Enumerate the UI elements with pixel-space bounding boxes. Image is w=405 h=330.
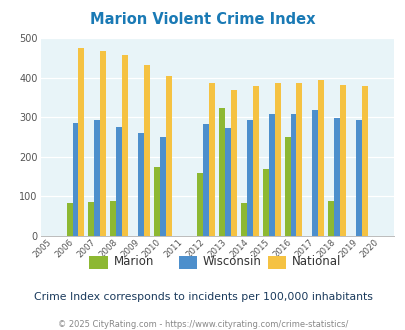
Bar (159, 137, 165, 236)
Bar (72, 123, 78, 236)
Text: National: National (292, 254, 341, 268)
Text: Marion: Marion (113, 254, 153, 268)
Bar (100, 50, 106, 236)
Bar (241, 204, 246, 236)
Bar (203, 124, 209, 236)
Bar (318, 80, 323, 236)
Text: Crime Index corresponds to incidents per 100,000 inhabitants: Crime Index corresponds to incidents per… (34, 292, 371, 302)
Bar (361, 86, 367, 236)
Text: Marion Violent Crime Index: Marion Violent Crime Index (90, 12, 315, 26)
Bar (219, 109, 225, 236)
Bar (209, 83, 215, 236)
Bar (252, 86, 258, 236)
Bar (197, 173, 203, 236)
Bar (153, 167, 159, 236)
Bar (116, 127, 122, 236)
Bar (246, 120, 252, 236)
Bar (230, 90, 237, 236)
Bar (110, 201, 116, 236)
Bar (66, 203, 72, 236)
Bar (88, 202, 94, 236)
Bar (333, 117, 339, 236)
Text: Wisconsin: Wisconsin (202, 254, 261, 268)
Bar (290, 115, 296, 236)
Bar (311, 110, 318, 236)
Text: © 2025 CityRating.com - https://www.cityrating.com/crime-statistics/: © 2025 CityRating.com - https://www.city… (58, 320, 347, 329)
Bar (165, 76, 171, 236)
Bar (339, 85, 345, 236)
Bar (268, 115, 274, 236)
Bar (296, 83, 302, 236)
Bar (78, 48, 84, 236)
Bar (138, 133, 143, 236)
Bar (274, 83, 280, 236)
Bar (94, 120, 100, 236)
Bar (143, 65, 149, 236)
Bar (262, 169, 268, 236)
Bar (284, 137, 290, 236)
Bar (328, 201, 333, 236)
Bar (225, 128, 230, 236)
Bar (122, 55, 128, 236)
Bar (355, 120, 361, 236)
